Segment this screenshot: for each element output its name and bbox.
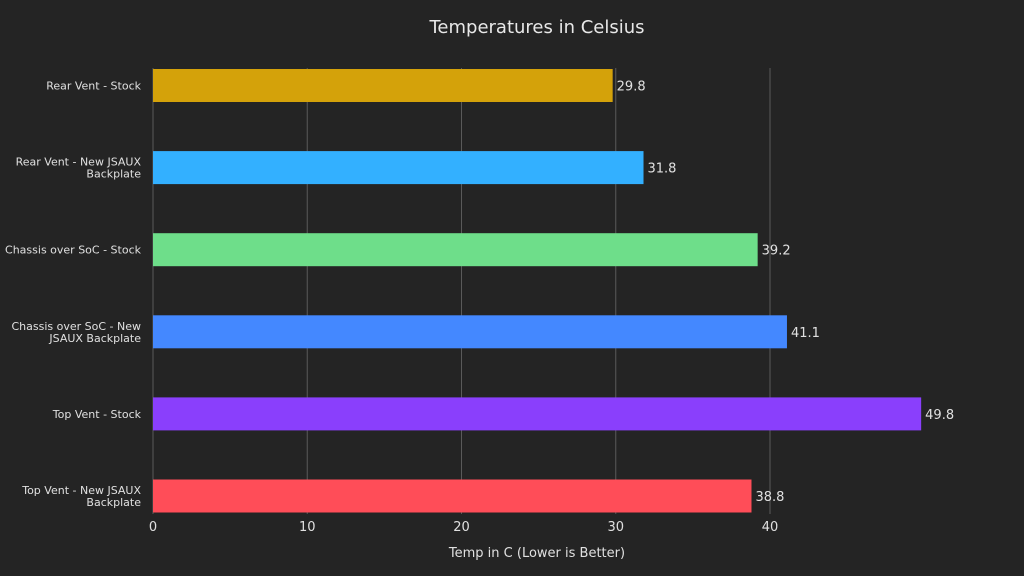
x-tick-label: 30	[607, 520, 624, 535]
category-label: Rear Vent - New JSAUX	[16, 156, 142, 169]
category-label: Top Vent - Stock	[52, 408, 142, 421]
bar-value-label: 49.8	[925, 408, 954, 423]
chart-title: Temperatures in Celsius	[428, 17, 644, 38]
bar-value-label: 38.8	[755, 490, 784, 505]
bar	[153, 315, 787, 349]
bars	[153, 69, 922, 513]
bar	[153, 69, 613, 102]
grid-lines	[152, 68, 771, 514]
value-labels: 29.8 31.8 39.2 41.1 49.8 38.8	[617, 80, 954, 506]
category-label: Chassis over SoC - New	[11, 320, 141, 333]
bar-value-label: 31.8	[648, 162, 677, 177]
bar	[153, 479, 752, 513]
category-label: Top Vent - New JSAUX	[21, 484, 141, 497]
x-tick-label: 40	[762, 520, 779, 535]
category-label: Backplate	[86, 168, 141, 181]
category-label: Backplate	[86, 496, 141, 509]
category-label: Chassis over SoC - Stock	[5, 244, 142, 257]
category-label: JSAUX Backplate	[48, 332, 141, 345]
x-axis-label: Temp in C (Lower is Better)	[448, 546, 625, 561]
x-tick-label: 0	[149, 520, 157, 535]
bar	[153, 151, 644, 185]
bar	[153, 233, 758, 267]
bar	[153, 397, 922, 431]
category-label: Rear Vent - Stock	[46, 80, 141, 93]
bar-value-label: 29.8	[617, 80, 646, 95]
x-tick-label: 10	[299, 520, 316, 535]
bar-value-label: 41.1	[791, 326, 820, 341]
x-tick-label: 20	[453, 520, 470, 535]
x-tick-labels: 0 10 20 30 40	[149, 520, 778, 535]
bar-value-label: 39.2	[762, 244, 791, 259]
